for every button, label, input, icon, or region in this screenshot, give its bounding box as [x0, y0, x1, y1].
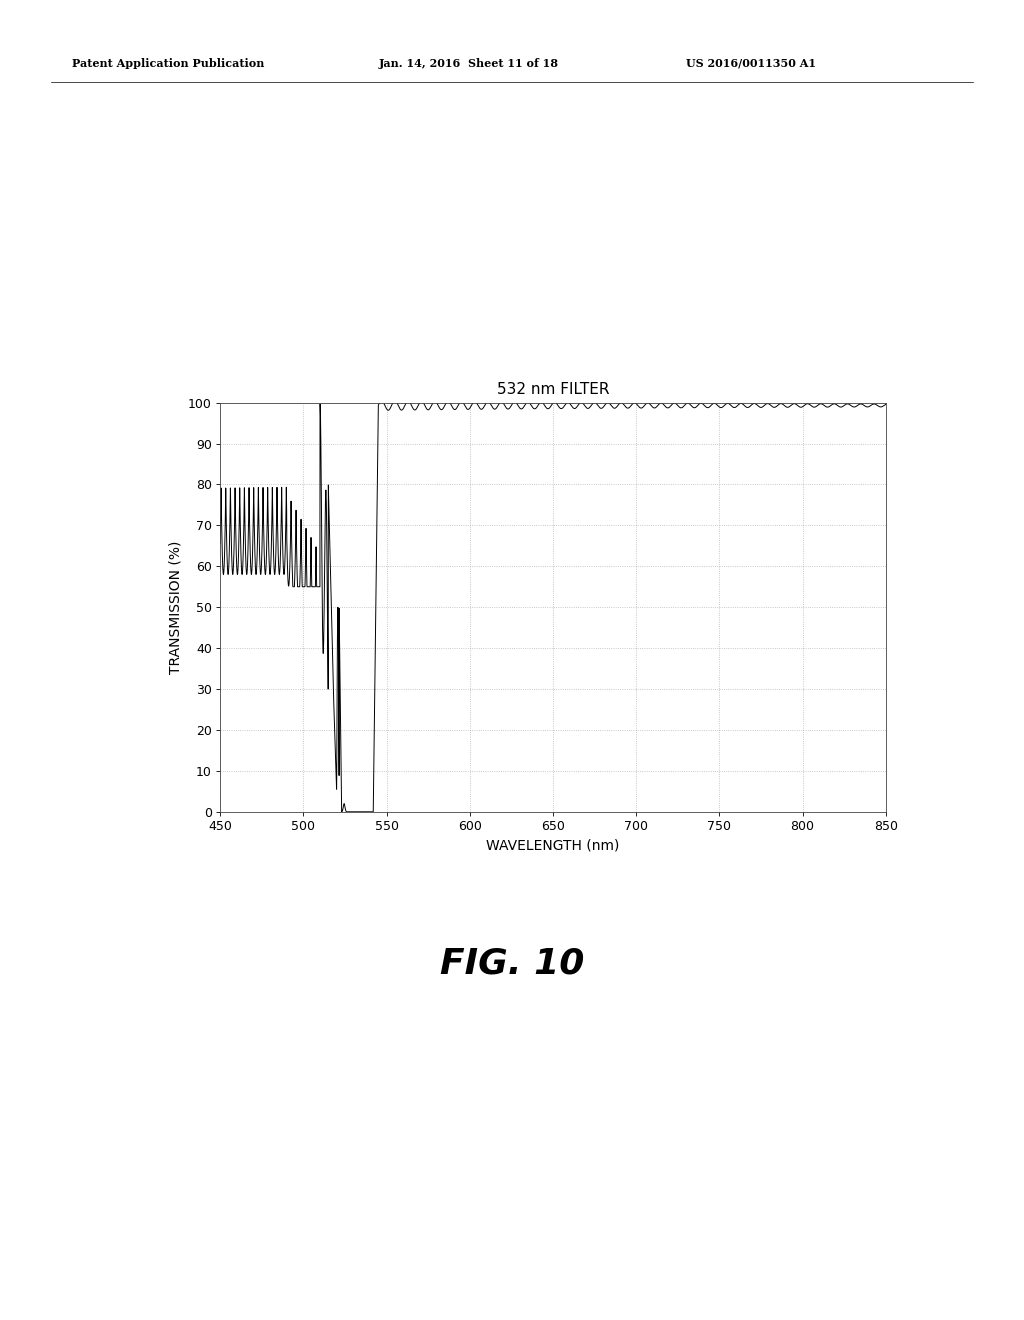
Title: 532 nm FILTER: 532 nm FILTER: [497, 383, 609, 397]
Text: US 2016/0011350 A1: US 2016/0011350 A1: [686, 58, 816, 69]
X-axis label: WAVELENGTH (nm): WAVELENGTH (nm): [486, 838, 620, 853]
Text: FIG. 10: FIG. 10: [440, 946, 584, 981]
Text: Jan. 14, 2016  Sheet 11 of 18: Jan. 14, 2016 Sheet 11 of 18: [379, 58, 559, 69]
Text: Patent Application Publication: Patent Application Publication: [72, 58, 264, 69]
Y-axis label: TRANSMISSION (%): TRANSMISSION (%): [168, 540, 182, 675]
